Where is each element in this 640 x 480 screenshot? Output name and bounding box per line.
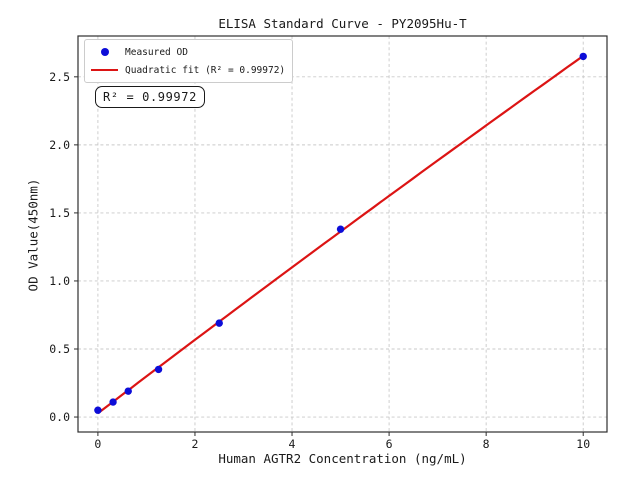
legend-item-quadratic-fit: Quadratic fit (R² = 0.99972) — [91, 62, 285, 78]
data-point — [124, 387, 132, 395]
chart-title: ELISA Standard Curve - PY2095Hu-T — [218, 16, 467, 31]
legend-marker-line-icon — [91, 68, 118, 72]
legend-marker-dot-icon — [100, 48, 109, 56]
data-point — [336, 225, 345, 233]
legend-item-measured-od: Measured OD — [91, 44, 285, 60]
y-tick-label: 1.0 — [49, 274, 70, 288]
data-point — [154, 365, 163, 374]
x-tick-label: 0 — [94, 437, 101, 451]
data-point — [94, 406, 102, 414]
fit-line — [97, 55, 584, 415]
y-tick-label: 2.5 — [49, 70, 70, 84]
x-axis-label: Human AGTR2 Concentration (ng/mL) — [218, 451, 467, 466]
plot-border — [77, 35, 608, 433]
y-tick-label: 0.5 — [49, 342, 70, 356]
x-tick-label: 10 — [576, 437, 590, 451]
legend: Measured OD Quadratic fit (R² = 0.99972) — [84, 39, 294, 83]
y-tick-label: 2.0 — [49, 138, 70, 152]
data-point — [109, 398, 117, 406]
x-tick-label: 2 — [191, 437, 198, 451]
legend-swatch — [91, 48, 118, 56]
y-axis-label: OD Value(450nm) — [25, 178, 41, 292]
data-point — [215, 319, 223, 327]
legend-swatch — [91, 68, 118, 72]
data-point — [579, 52, 587, 61]
x-tick-label: 6 — [386, 437, 393, 451]
r-squared-annotation: R² = 0.99972 — [95, 86, 205, 108]
y-tick-label: 1.5 — [49, 206, 70, 220]
legend-label: Quadratic fit (R² = 0.99972) — [125, 64, 286, 76]
y-tick-label: 0.0 — [49, 410, 70, 424]
x-tick-label: 4 — [289, 437, 296, 451]
x-tick-label: 8 — [483, 437, 490, 451]
legend-label: Measured OD — [125, 46, 188, 58]
